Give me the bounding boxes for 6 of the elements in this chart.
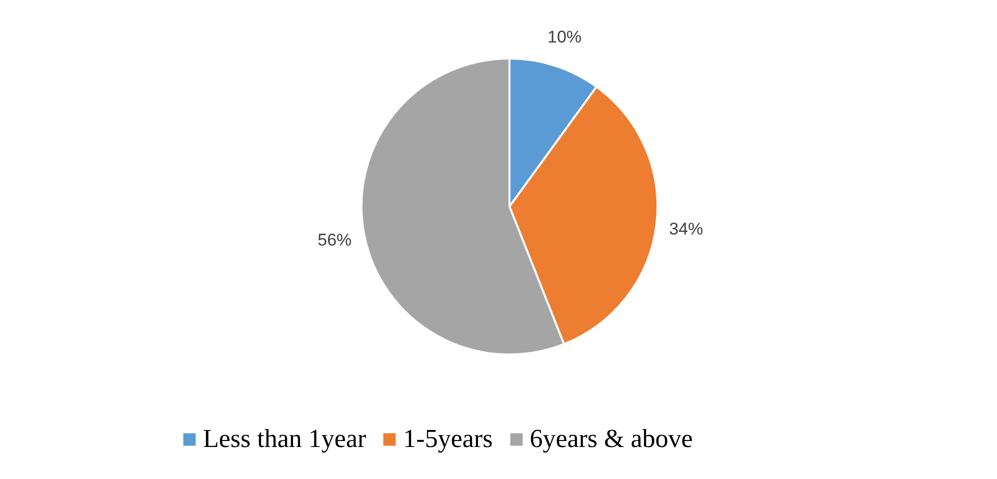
data-label: 10% — [547, 28, 582, 47]
legend-label: 1-5years — [403, 424, 493, 454]
legend-label: 6years & above — [530, 424, 693, 454]
legend-label: Less than 1year — [203, 424, 366, 454]
data-label: 56% — [318, 230, 352, 250]
data-label: 34% — [669, 219, 704, 238]
